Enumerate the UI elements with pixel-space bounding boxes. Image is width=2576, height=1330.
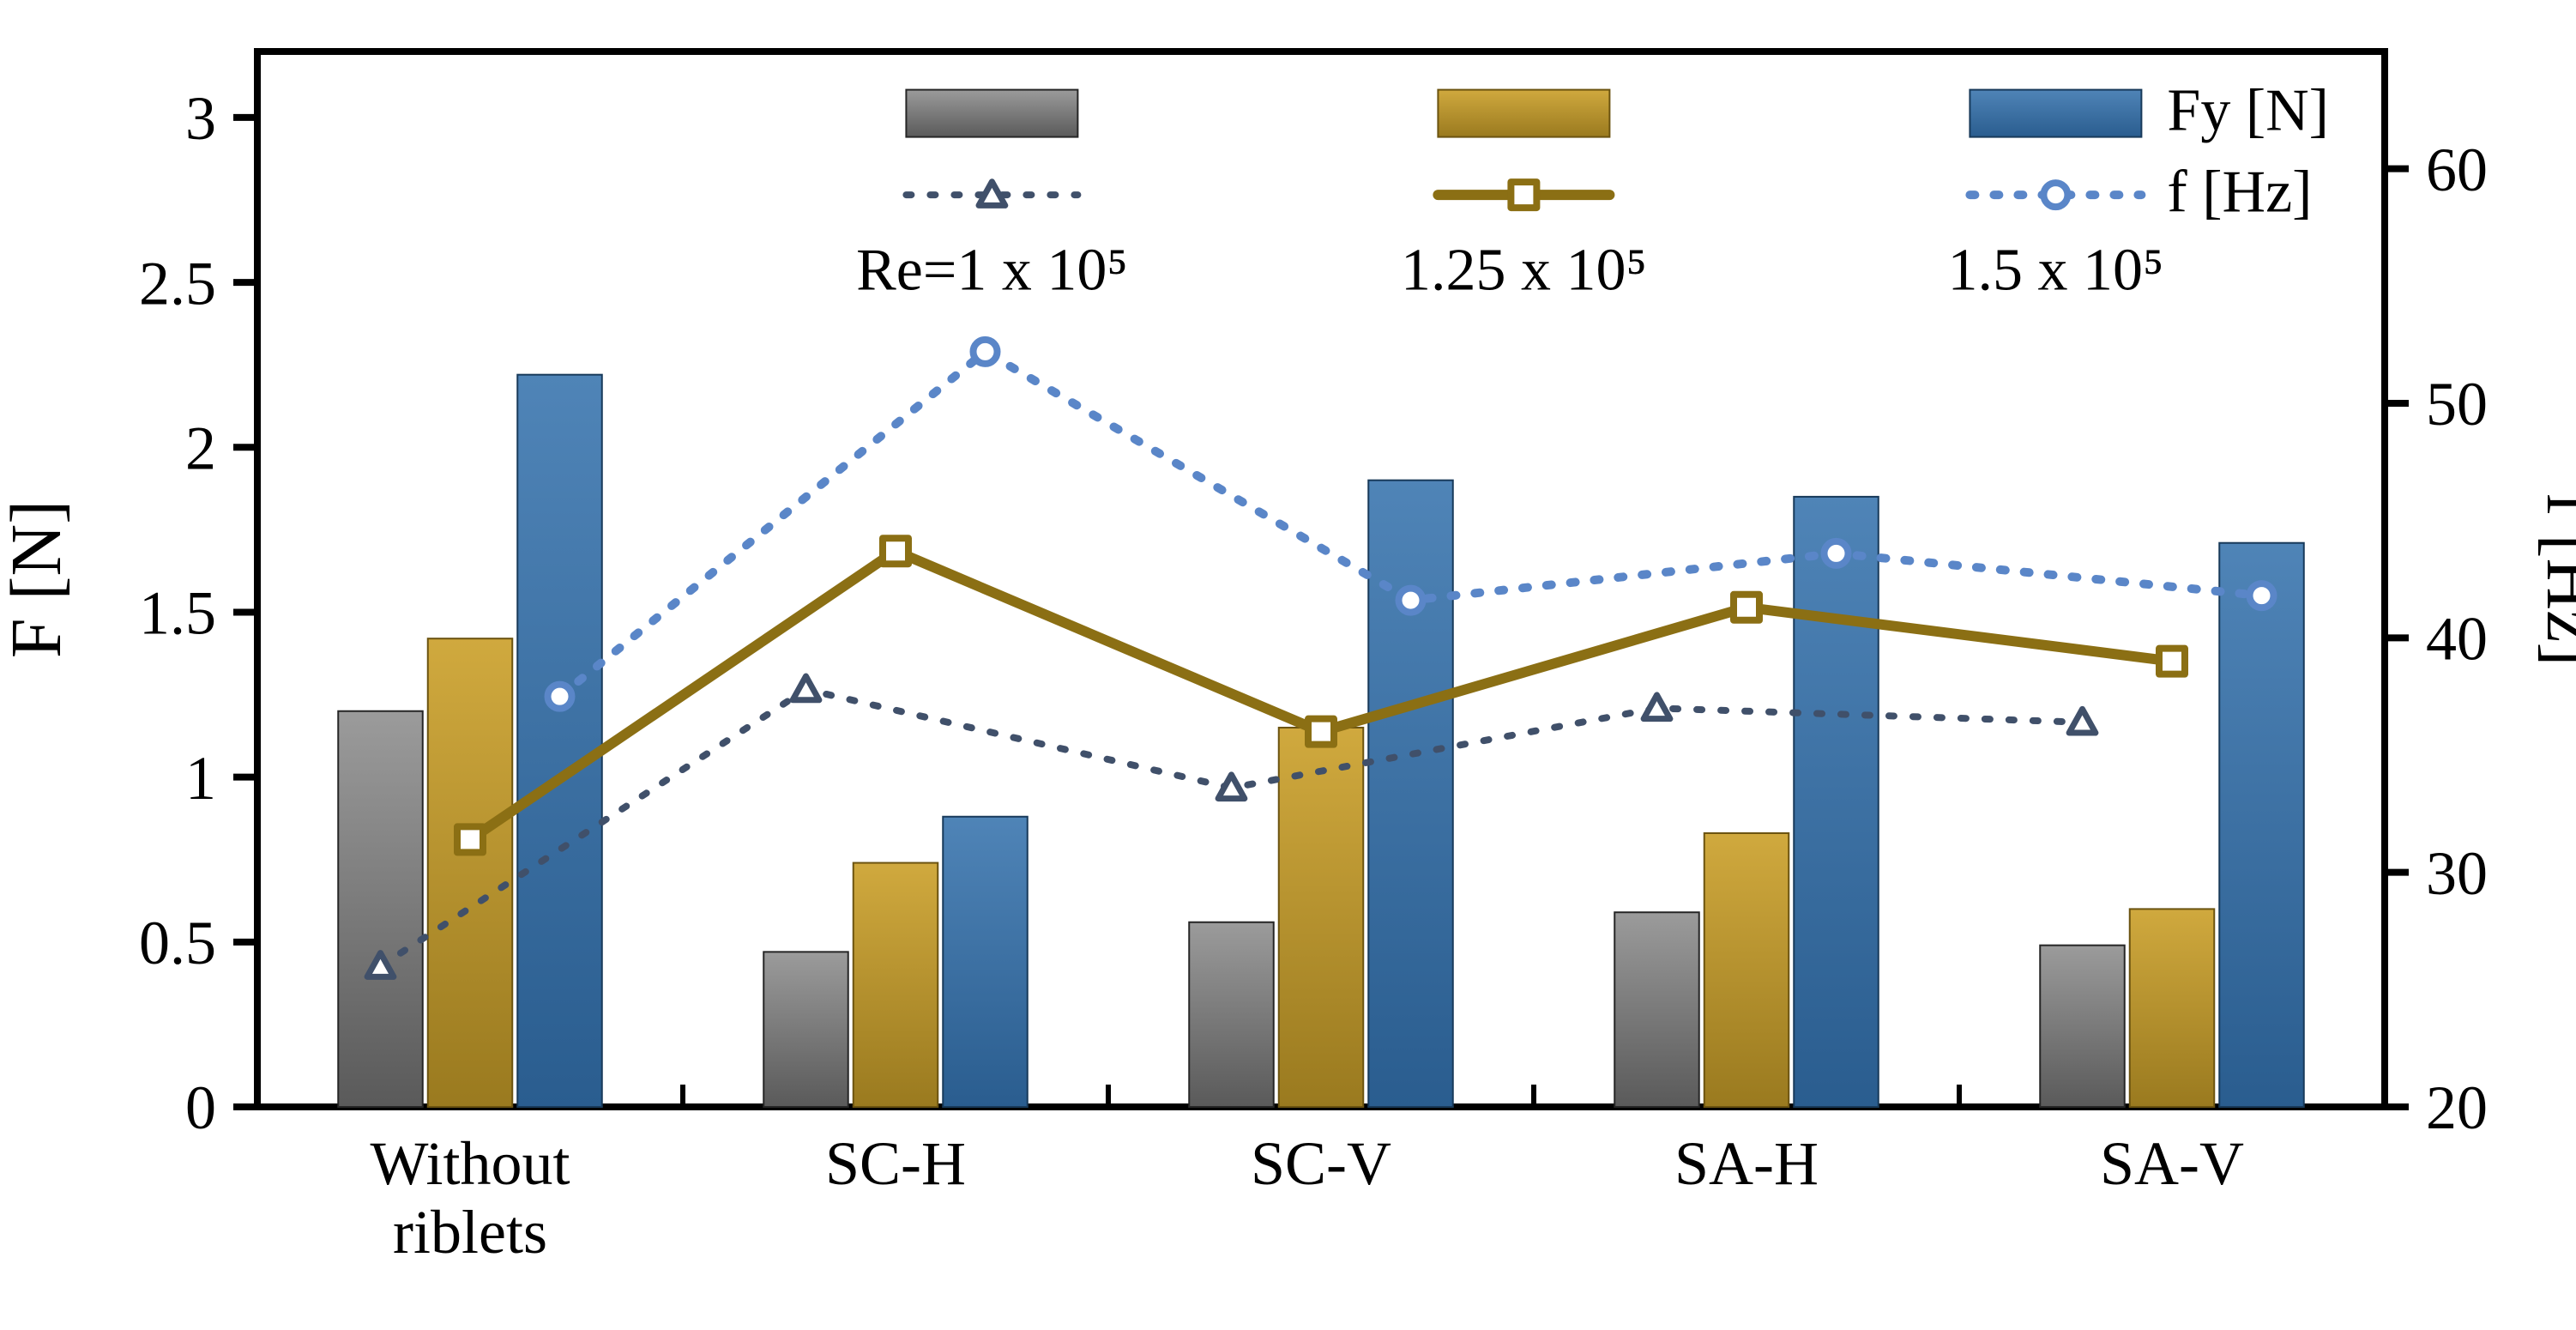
x-category-label: Without — [370, 1129, 570, 1198]
legend-bar-swatch — [1970, 90, 2141, 137]
legend-re-label: Re=1 x 10⁵ — [856, 238, 1128, 304]
legend-fy-label: Fy [N] — [2167, 77, 2329, 143]
y-left-tick-label: 0 — [185, 1073, 216, 1142]
y-right-axis-label: f [Hz] — [2531, 493, 2576, 667]
y-right-tick-label: 40 — [2426, 605, 2488, 674]
legend-re-label: 1.25 x 10⁵ — [1401, 238, 1647, 304]
line-marker — [2250, 583, 2274, 608]
legend-line-marker — [2043, 183, 2067, 207]
x-category-label: SC-V — [1251, 1129, 1391, 1198]
legend-line-marker — [1511, 182, 1536, 208]
line-marker — [974, 340, 998, 364]
line-marker — [457, 826, 483, 852]
legend-bar-swatch — [906, 90, 1077, 137]
legend-f-label: f [Hz] — [2167, 159, 2312, 225]
bar — [2219, 543, 2304, 1107]
bar — [1279, 728, 1364, 1107]
bar — [943, 817, 1028, 1107]
x-category-label: SC-H — [825, 1129, 966, 1198]
y-left-tick-label: 2.5 — [139, 249, 216, 317]
x-category-label: SA-H — [1674, 1129, 1819, 1198]
line-marker — [2159, 649, 2185, 674]
y-left-tick-label: 1 — [185, 744, 216, 813]
legend-bar-swatch — [1438, 90, 1609, 137]
bar — [1614, 912, 1699, 1107]
y-left-tick-label: 2 — [185, 414, 216, 482]
x-category-label: riblets — [393, 1198, 547, 1267]
x-category-label: SA-V — [2100, 1129, 2244, 1198]
y-left-axis-label: F [N] — [0, 500, 76, 658]
line-marker — [1308, 719, 1334, 745]
chart-svg: 0 0.5 1 1.5 2 2.5 3 F [N] 20 30 40 50 60 f [Hz] Withou… — [0, 0, 2576, 1330]
chart-container: 0 0.5 1 1.5 2 2.5 3 F [N] 20 30 40 50 60 f [Hz] Withou… — [0, 0, 2576, 1330]
bar — [517, 375, 602, 1107]
line-marker — [1825, 541, 1849, 565]
bar — [2040, 946, 2125, 1107]
line-marker — [883, 538, 908, 564]
line-marker — [1399, 589, 1423, 613]
y-right-tick-label: 30 — [2426, 839, 2488, 908]
bar — [1368, 481, 1453, 1107]
bar — [1704, 833, 1789, 1107]
bar — [1189, 922, 1274, 1107]
y-left-tick-label: 0.5 — [139, 909, 216, 977]
bar — [2130, 909, 2215, 1107]
y-left-tick-label: 1.5 — [139, 579, 216, 648]
y-left-tick-label: 3 — [185, 84, 216, 153]
y-right-tick-label: 50 — [2426, 370, 2488, 438]
bar — [1794, 497, 1879, 1107]
y-right-tick-label: 60 — [2426, 136, 2488, 204]
line-marker — [1734, 595, 1759, 620]
bar — [338, 711, 423, 1107]
y-right-tick-label: 20 — [2426, 1073, 2488, 1142]
legend-re-label: 1.5 x 10⁵ — [1947, 238, 2163, 304]
line-marker — [548, 685, 572, 709]
bar — [854, 863, 938, 1107]
bar — [763, 952, 848, 1107]
bar — [428, 638, 513, 1107]
